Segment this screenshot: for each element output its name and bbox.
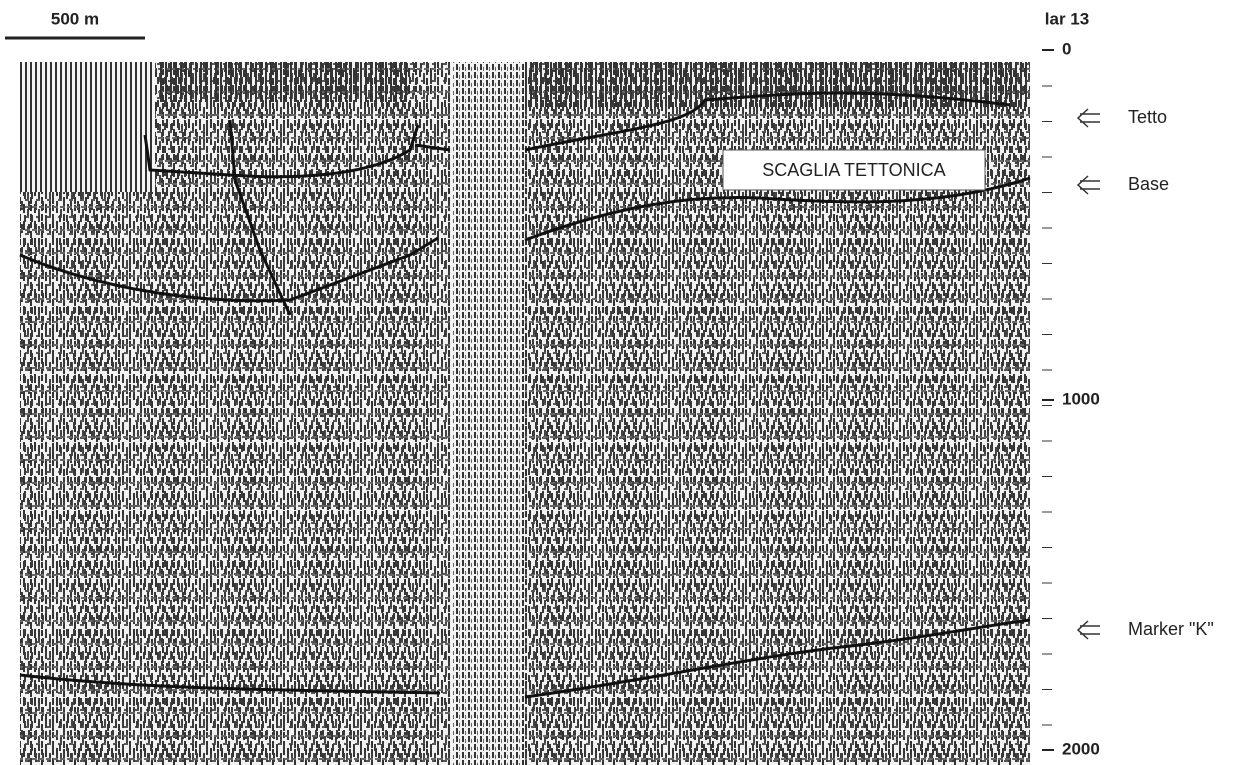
minor-ticks — [1042, 50, 1052, 760]
arrow — [1078, 621, 1100, 639]
annotation-label: Tetto — [1128, 107, 1167, 127]
annotation-label: Base — [1128, 174, 1169, 194]
annotation-label: Marker "K" — [1128, 619, 1214, 639]
tick-label: 2000 — [1062, 739, 1100, 758]
line-name: lar 13 — [1045, 9, 1089, 28]
arrow — [1078, 109, 1100, 127]
box-label: SCAGLIA TETTONICA — [762, 160, 945, 180]
tick-label: 0 — [1062, 39, 1071, 58]
figure: SCAGLIA TETTONICA 500 m lar 13 0 1000 2000… — [0, 0, 1243, 765]
arrow — [1078, 176, 1100, 194]
scale-bar-label: 500 m — [51, 9, 99, 28]
tick-label: 1000 — [1062, 389, 1100, 408]
arrows — [1078, 109, 1100, 639]
